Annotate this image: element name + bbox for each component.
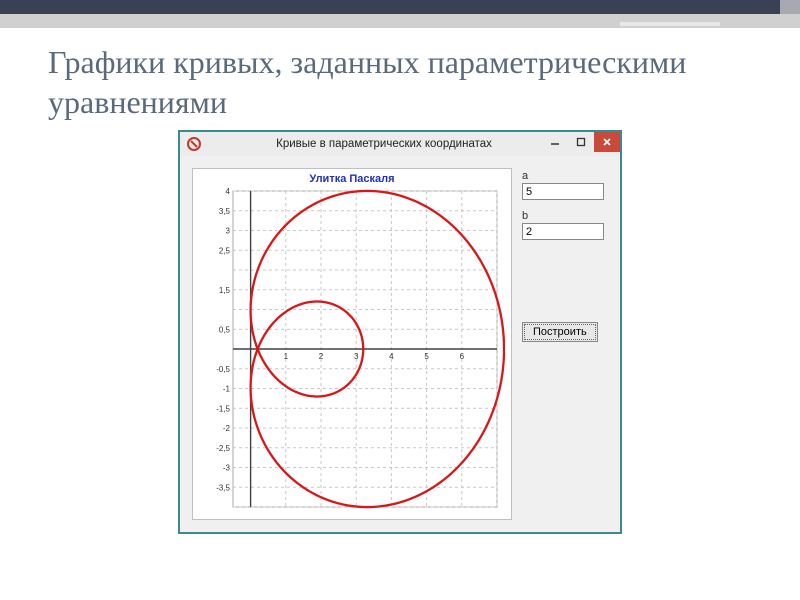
close-button[interactable] [594, 132, 620, 152]
svg-text:0,5: 0,5 [219, 325, 231, 334]
svg-text:-3: -3 [223, 464, 231, 473]
window-controls [542, 132, 620, 152]
svg-text:6: 6 [460, 352, 465, 361]
svg-text:5: 5 [424, 352, 429, 361]
svg-text:4: 4 [226, 187, 231, 196]
svg-text:-1: -1 [223, 385, 231, 394]
svg-text:2: 2 [319, 352, 324, 361]
svg-text:3: 3 [226, 227, 231, 236]
svg-text:-1,5: -1,5 [216, 404, 230, 413]
app-window: Кривые в параметрических координатах [178, 130, 622, 534]
chart-plot: 1 2 3 4 5 6 -3,5 -3 -2,5 -2 -1,5 -1 -0,5 0,5 1,5 2,5 3 3,… [199, 185, 505, 517]
maximize-icon [576, 137, 586, 147]
svg-text:4: 4 [389, 352, 394, 361]
svg-text:1,5: 1,5 [219, 286, 231, 295]
slide-title: Графики кривых, заданных параметрическим… [48, 42, 800, 122]
minimize-button[interactable] [542, 132, 568, 152]
svg-text:-0,5: -0,5 [216, 365, 230, 374]
ribbon-shadow [0, 14, 800, 28]
label-b: b [522, 210, 606, 222]
side-panel: a b Построить [516, 156, 620, 532]
input-a[interactable] [522, 183, 604, 200]
chart-panel: Улитка Паскаля 1 2 3 4 5 6 -3,5 -3 -2,5 -2 -1,5 -1 -… [192, 168, 512, 520]
client-area: Улитка Паскаля 1 2 3 4 5 6 -3,5 -3 -2,5 -2 -1,5 -1 -… [180, 156, 620, 532]
input-b[interactable] [522, 223, 604, 240]
label-a: a [522, 170, 606, 182]
svg-text:-2,5: -2,5 [216, 444, 230, 453]
app-icon [186, 136, 202, 152]
presentation-top-band [0, 0, 800, 14]
minimize-icon [550, 137, 560, 147]
svg-text:-2: -2 [223, 424, 231, 433]
window-titlebar[interactable]: Кривые в параметрических координатах [180, 132, 620, 156]
svg-text:3: 3 [354, 352, 359, 361]
maximize-button[interactable] [568, 132, 594, 152]
svg-text:-3,5: -3,5 [216, 483, 230, 492]
svg-text:3,5: 3,5 [219, 207, 231, 216]
svg-text:1: 1 [284, 352, 289, 361]
plot-button[interactable]: Построить [522, 322, 598, 342]
ribbon-highlight [620, 22, 720, 26]
chart-title: Улитка Паскаля [193, 169, 511, 185]
close-icon [602, 137, 612, 147]
svg-text:2,5: 2,5 [219, 246, 231, 255]
